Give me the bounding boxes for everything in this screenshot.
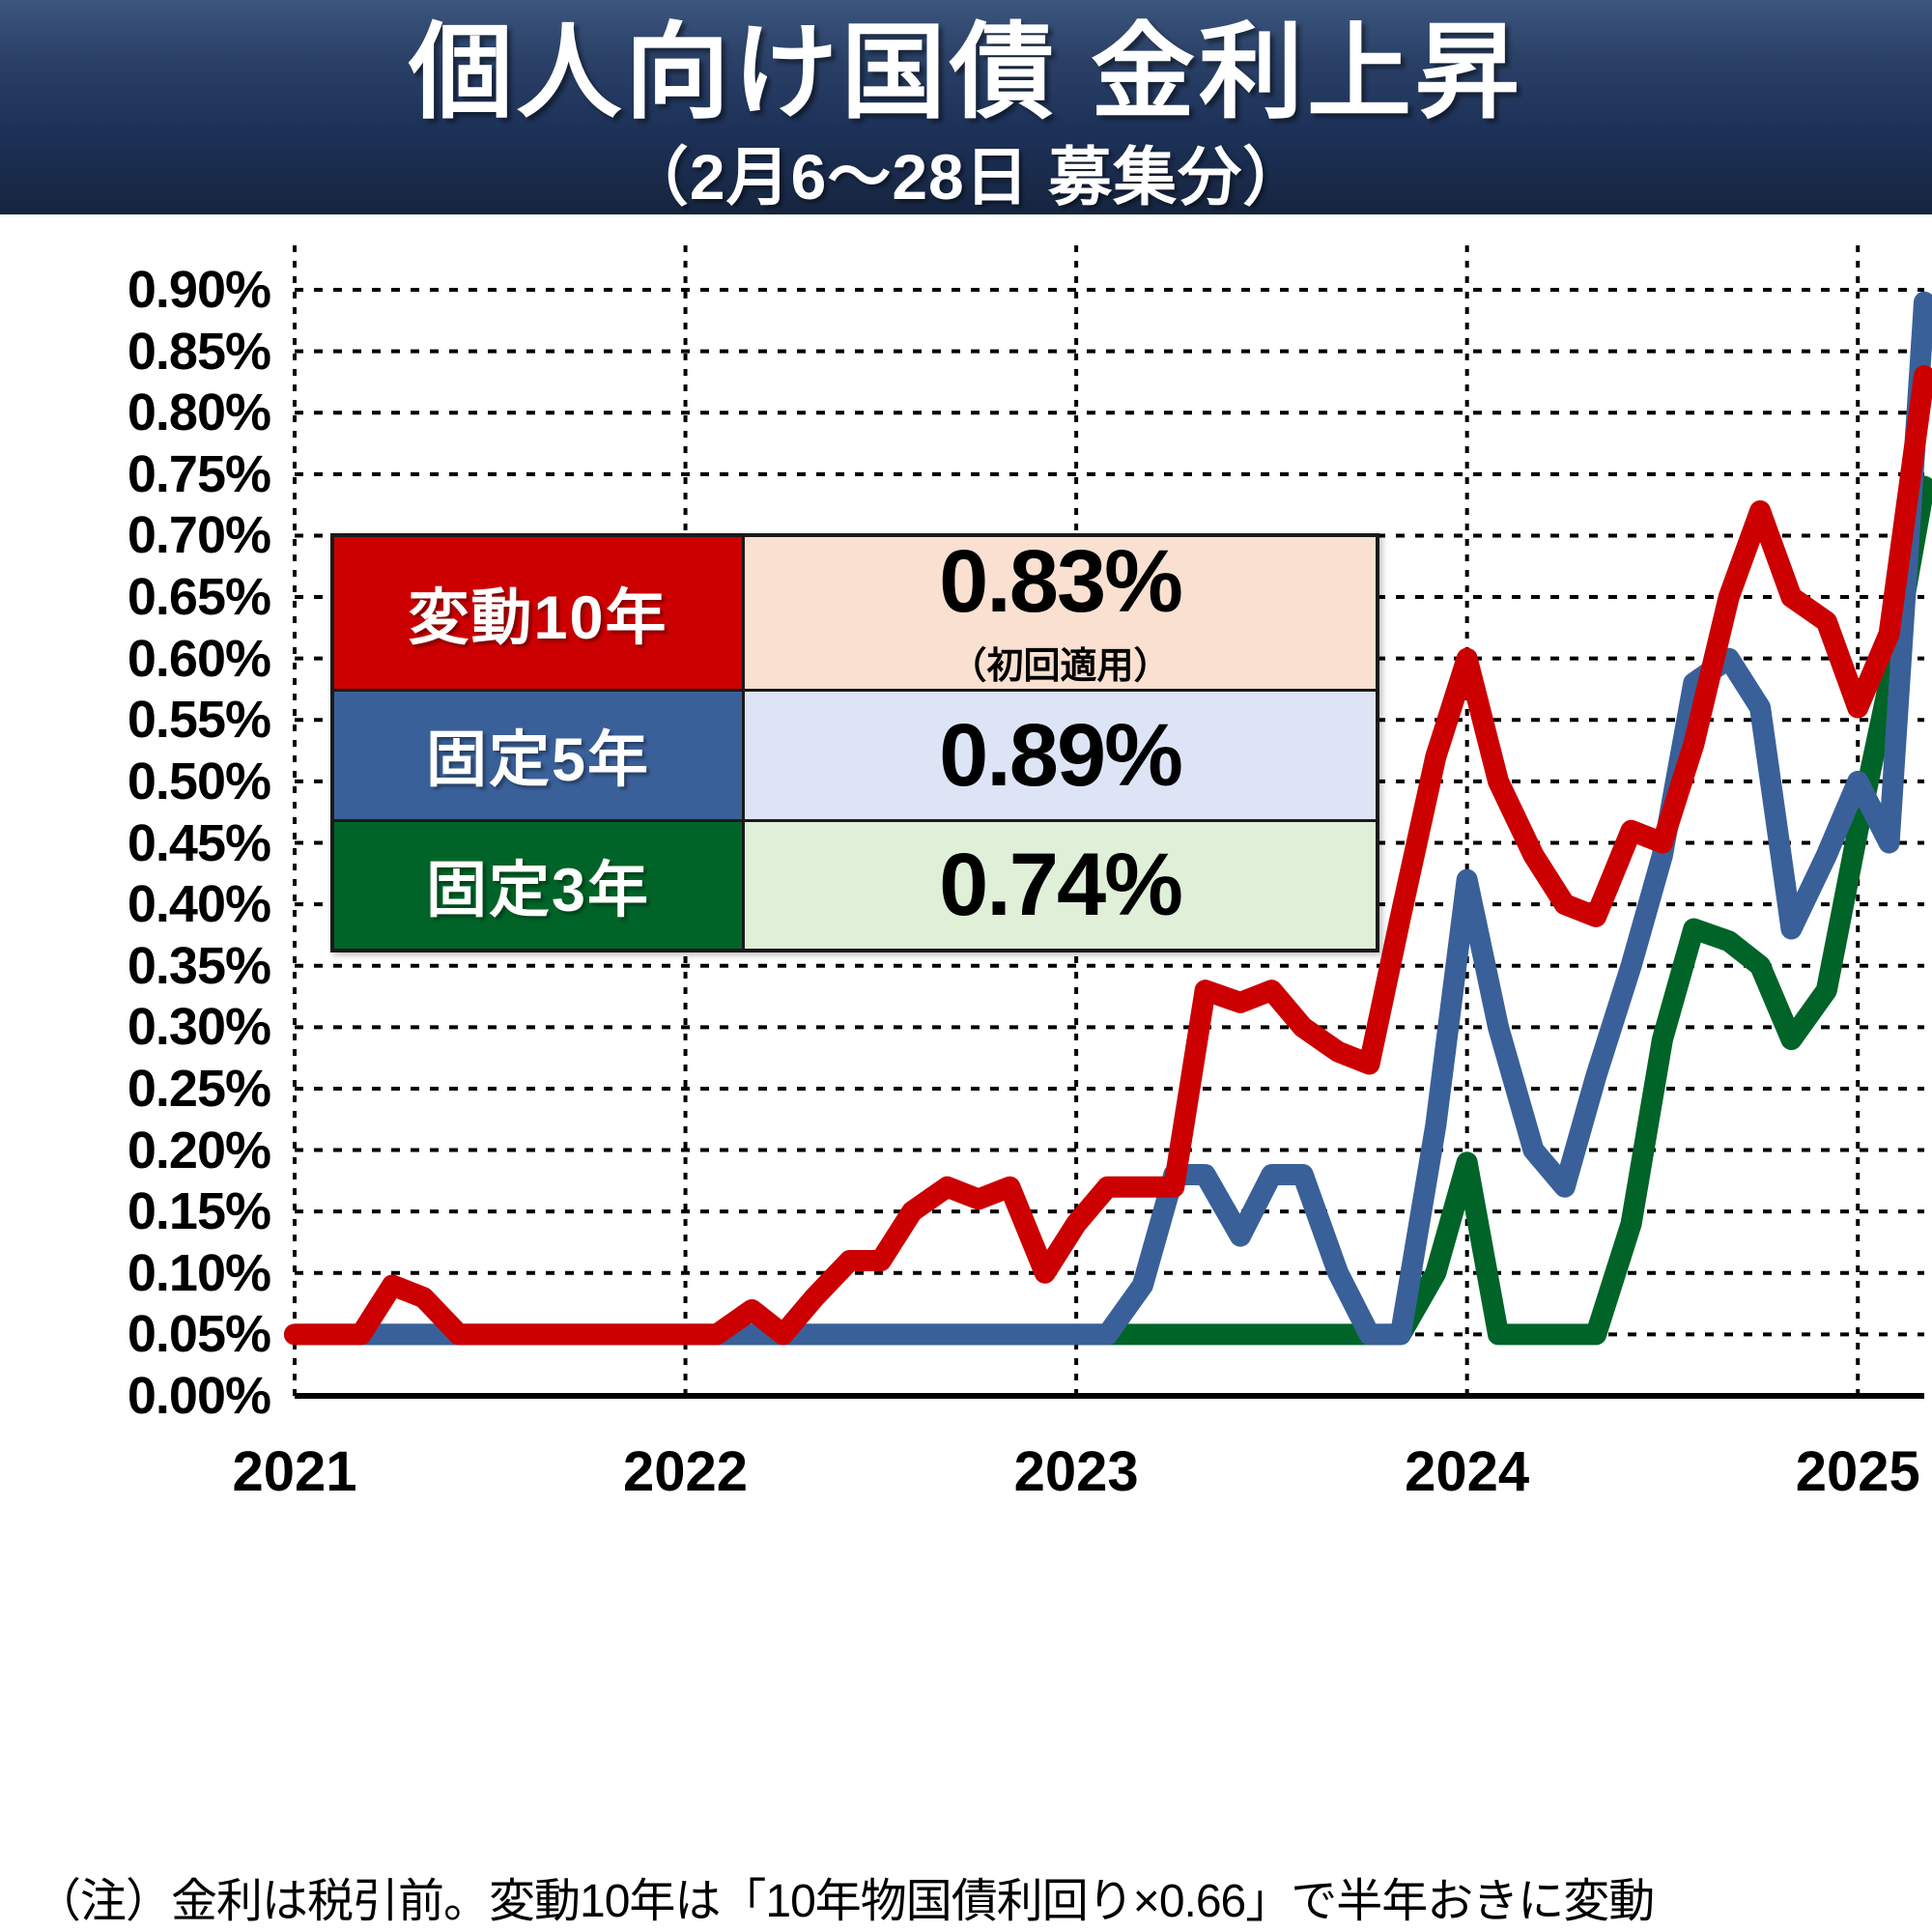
page-title: 個人向け国債 金利上昇 — [408, 14, 1523, 130]
y-axis-tick-label: 0.80% — [127, 384, 271, 442]
page-subtitle: （2月6～28日 募集分） — [624, 141, 1308, 213]
y-axis-tick-label: 0.65% — [127, 568, 271, 627]
y-axis-tick-label: 0.50% — [127, 752, 271, 810]
legend-value-floating10: 0.83% （初回適用） — [745, 537, 1376, 689]
y-axis-tick-label: 0.90% — [127, 261, 271, 319]
y-axis-tick-label: 0.75% — [127, 444, 271, 503]
y-axis-tick-label: 0.30% — [127, 998, 271, 1057]
legend-name-fixed3: 固定3年 — [334, 821, 745, 949]
legend-row-fixed3: 固定3年 0.74% — [334, 821, 1376, 949]
y-axis-tick-label: 0.00% — [127, 1367, 271, 1425]
line-chart-plot — [284, 245, 1932, 1399]
legend-rate-fixed5: 0.89% — [939, 705, 1183, 805]
y-axis-tick-label: 0.25% — [127, 1059, 271, 1118]
legend-name-floating10: 変動10年 — [334, 537, 745, 689]
y-axis-tick-label: 0.05% — [127, 1305, 271, 1364]
y-axis-tick-label: 0.60% — [127, 629, 271, 688]
legend-row-floating10: 変動10年 0.83% （初回適用） — [334, 537, 1376, 692]
legend-value-table: 変動10年 0.83% （初回適用） 固定5年 0.89% 固定3年 0.74% — [330, 533, 1379, 952]
legend-rate-fixed3: 0.74% — [939, 836, 1183, 935]
y-axis-tick-label: 0.15% — [127, 1182, 271, 1241]
legend-note-floating10: （初回適用） — [950, 646, 1171, 687]
y-axis-tick-label: 0.40% — [127, 875, 271, 934]
chart-container: 0.90% 0.85% 0.80% 0.75% 0.70% 0.65% 0.60% 0.55%… — [0, 214, 1932, 1857]
data-series — [284, 291, 1932, 1346]
y-axis-tick-label: 0.20% — [127, 1121, 271, 1179]
y-axis-tick-label: 0.45% — [127, 813, 271, 872]
x-axis-tick-label: 2021 — [232, 1440, 357, 1503]
y-axis-tick-label: 0.10% — [127, 1243, 271, 1302]
footnote-text: （注）金利は税引前。変動10年は「10年物国債利回り×0.66」で半年おきに変動 — [35, 1876, 1655, 1927]
y-axis-tick-label: 0.35% — [127, 936, 271, 995]
x-axis-tick-label: 2024 — [1405, 1440, 1530, 1503]
x-axis-tick-label: 2022 — [623, 1440, 749, 1503]
y-axis-tick-label: 0.70% — [127, 506, 271, 565]
legend-value-fixed3: 0.74% — [745, 821, 1376, 949]
y-axis-labels: 0.90% 0.85% 0.80% 0.75% 0.70% 0.65% 0.60% 0.55%… — [19, 214, 271, 1470]
x-axis-labels: 2021 2022 2023 2024 2025 — [0, 214, 1932, 1503]
y-axis-tick-label: 0.85% — [127, 322, 271, 381]
x-axis-tick-label: 2025 — [1795, 1440, 1920, 1503]
legend-name-fixed5: 固定5年 — [334, 692, 745, 819]
legend-rate-floating10: 0.83% — [939, 532, 1183, 631]
x-axis-tick-label: 2023 — [1013, 1440, 1139, 1503]
legend-row-fixed5: 固定5年 0.89% — [334, 692, 1376, 822]
y-axis-tick-label: 0.55% — [127, 691, 271, 750]
series-line-floating10 — [284, 365, 1932, 1346]
legend-value-fixed5: 0.89% — [745, 692, 1376, 819]
header-banner: 個人向け国債 金利上昇 （2月6～28日 募集分） — [0, 0, 1932, 214]
